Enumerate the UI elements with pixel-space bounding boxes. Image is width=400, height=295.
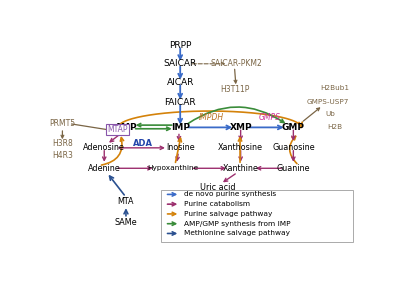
- Text: Guanosine: Guanosine: [272, 143, 315, 152]
- Text: Uric acid: Uric acid: [200, 183, 235, 192]
- Text: GMP: GMP: [282, 123, 305, 132]
- Text: Purine catabolism: Purine catabolism: [184, 201, 250, 207]
- Text: Adenine: Adenine: [88, 164, 121, 173]
- Text: Ub: Ub: [326, 111, 336, 117]
- Text: PRMT5: PRMT5: [49, 119, 76, 129]
- Text: AMP/GMP synthesis from IMP: AMP/GMP synthesis from IMP: [184, 221, 290, 227]
- Text: H3T11P: H3T11P: [220, 86, 249, 94]
- Text: Hypoxanthine: Hypoxanthine: [147, 165, 198, 171]
- Text: H4R3: H4R3: [52, 151, 73, 160]
- Text: Xanthosine: Xanthosine: [218, 143, 263, 152]
- Text: IMP: IMP: [171, 123, 190, 132]
- Text: Inosine: Inosine: [166, 143, 194, 152]
- Text: GMPS-USP7: GMPS-USP7: [306, 99, 349, 104]
- Text: FAICAR: FAICAR: [164, 98, 196, 107]
- Text: AMP: AMP: [115, 123, 137, 132]
- Text: GMPS: GMPS: [259, 113, 281, 122]
- Text: Guanine: Guanine: [277, 164, 310, 173]
- Text: SAICAR-PKM2: SAICAR-PKM2: [210, 59, 262, 68]
- Text: Xanthine: Xanthine: [223, 164, 258, 173]
- Text: H3R8: H3R8: [52, 139, 73, 148]
- Text: MTA: MTA: [118, 197, 134, 206]
- Text: SAMe: SAMe: [115, 218, 137, 227]
- Text: Methionine salvage pathway: Methionine salvage pathway: [184, 230, 290, 237]
- Text: H2Bub1: H2Bub1: [321, 85, 350, 91]
- Text: XMP: XMP: [229, 123, 252, 132]
- Text: H2B: H2B: [328, 124, 343, 130]
- Text: IMPDH: IMPDH: [199, 113, 224, 122]
- Text: Adenosine: Adenosine: [83, 143, 125, 152]
- Text: ADA: ADA: [133, 139, 153, 148]
- Text: de novo purine synthesis: de novo purine synthesis: [184, 191, 276, 197]
- FancyBboxPatch shape: [161, 190, 353, 242]
- Text: MTAP: MTAP: [107, 125, 128, 134]
- Text: AICAR: AICAR: [166, 78, 194, 87]
- Text: SAICAR: SAICAR: [164, 59, 197, 68]
- Text: PRPP: PRPP: [169, 41, 191, 50]
- Text: Purine salvage pathway: Purine salvage pathway: [184, 211, 272, 217]
